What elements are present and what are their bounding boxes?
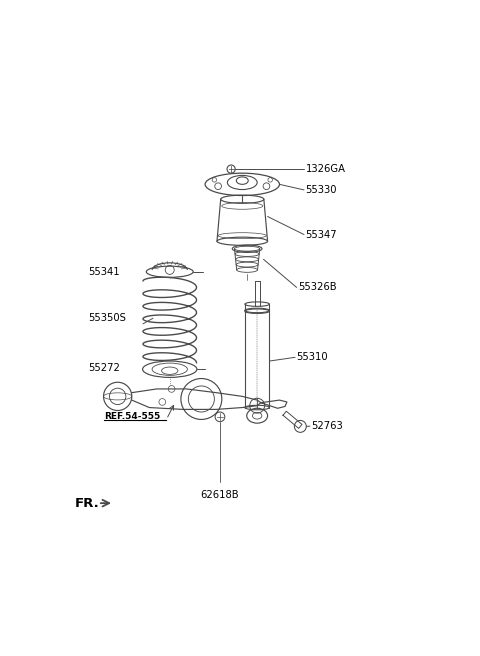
Text: 55341: 55341 bbox=[88, 267, 120, 277]
Text: 55347: 55347 bbox=[305, 230, 337, 239]
Text: 55272: 55272 bbox=[88, 363, 120, 373]
Text: 55330: 55330 bbox=[305, 185, 337, 195]
Text: 52763: 52763 bbox=[311, 421, 342, 431]
Text: 55326B: 55326B bbox=[298, 282, 336, 293]
Text: FR.: FR. bbox=[75, 497, 100, 510]
Text: 1326GA: 1326GA bbox=[305, 164, 346, 174]
Text: 62618B: 62618B bbox=[201, 490, 239, 500]
Text: REF.54-555: REF.54-555 bbox=[104, 413, 160, 421]
Text: 55310: 55310 bbox=[296, 352, 328, 362]
Text: 55350S: 55350S bbox=[88, 314, 126, 323]
